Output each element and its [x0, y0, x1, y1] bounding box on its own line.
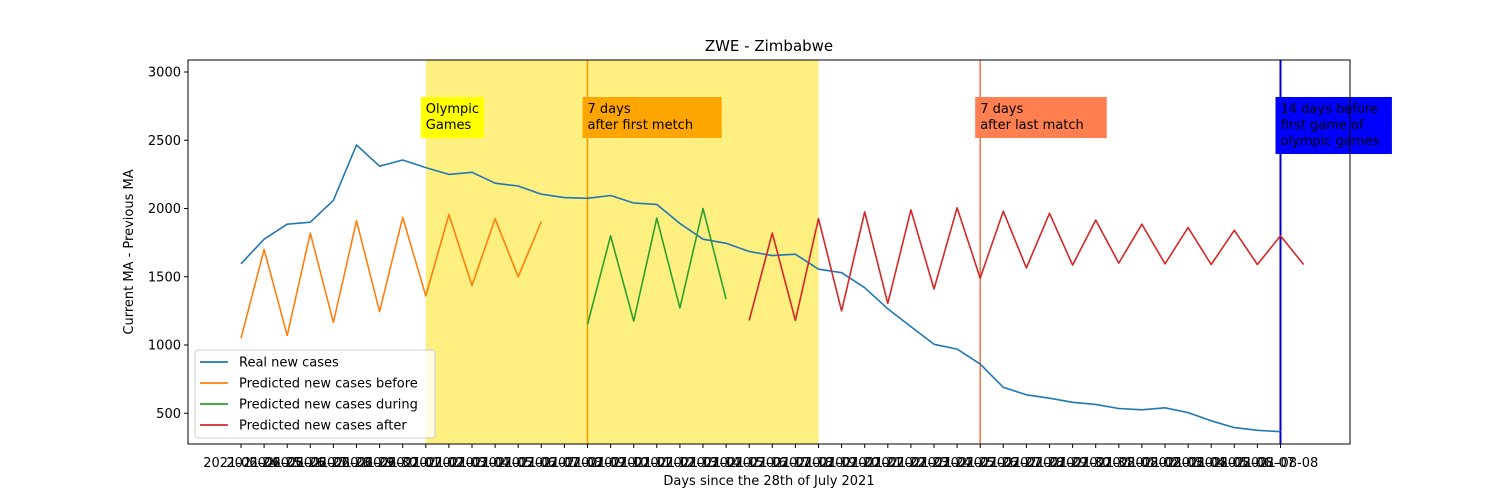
x-tick-label: 2021-07-23 — [873, 456, 949, 471]
x-tick-label: 2021-07-12 — [619, 456, 695, 471]
y-tick-label: 500 — [156, 407, 181, 422]
x-tick-label: 2021-07-04 — [434, 456, 510, 471]
chart-title: ZWE - Zimbabwe — [705, 37, 833, 55]
x-axis-label: Days since the 28th of July 2021 — [663, 474, 874, 489]
legend-frame — [194, 349, 436, 439]
x-tick-label: 2021-08-07 — [1220, 456, 1296, 471]
x-tick-label: 2021-07-05 — [457, 456, 533, 471]
olympic-games-label-box — [420, 97, 484, 138]
x-tick-label: 2021-07-18 — [758, 456, 834, 471]
legend-entry-2: Predicted new cases during — [239, 398, 418, 413]
plot-frame — [187, 59, 1351, 445]
x-tick-label: 2021-07-20 — [804, 456, 880, 471]
x-tick-label: 2021-06-24 — [203, 456, 279, 471]
x-tick-label: 2021-07-22 — [850, 456, 926, 471]
x-tick-label: 2021-07-25 — [919, 456, 995, 471]
vline-label-2-box — [1275, 97, 1392, 154]
x-tick-label: 2021-07-17 — [735, 456, 811, 471]
x-tick-label: 2021-07-03 — [411, 456, 487, 471]
x-tick-label: 2021-08-05 — [1173, 456, 1249, 471]
vline-label-0-box — [582, 97, 722, 138]
series-line-0 — [240, 144, 1281, 433]
x-tick-label: 2021-07-26 — [942, 456, 1018, 471]
x-tick-label: 2021-07-24 — [896, 456, 972, 471]
x-tick-label: 2021-07-30 — [1035, 456, 1111, 471]
x-tick-label: 2021-07-16 — [711, 456, 787, 471]
x-tick-label: 2021-07-09 — [550, 456, 626, 471]
x-tick-label: 2021-07-08 — [527, 456, 603, 471]
x-tick-label: 2021-07-14 — [665, 456, 741, 471]
legend: Real new cases Predicted new cases before… — [194, 349, 436, 439]
x-tick-label: 2021-06-30 — [342, 456, 418, 471]
y-tick-label: 2000 — [148, 202, 181, 217]
x-tick-label: 2021-07-07 — [504, 456, 580, 471]
vline-label-1-text: 7 days — [980, 102, 1023, 117]
x-tick-label: 2021-07-06 — [480, 456, 556, 471]
x-tick-label: 2021-07-11 — [596, 456, 672, 471]
legend-entry-3: Predicted new cases after — [239, 419, 407, 434]
x-tick-label: 2021-07-29 — [1012, 456, 1088, 471]
x-tick-label: 2021-07-10 — [573, 456, 649, 471]
y-tick-label: 3000 — [148, 66, 181, 81]
x-tick-label: 2021-08-04 — [1150, 456, 1226, 471]
legend-entry-1: Predicted new cases before — [239, 377, 418, 392]
series-line-1 — [240, 213, 543, 339]
x-tick-label: 2021-08-06 — [1197, 456, 1273, 471]
x-tick-label: 2021-06-25 — [226, 456, 302, 471]
x-tick-label: 2021-07-01 — [365, 456, 441, 471]
x-tick-label: 2021-07-02 — [388, 456, 464, 471]
vline-label-2-text: 14 days before — [1281, 102, 1378, 117]
x-tick-label: 2021-07-19 — [781, 456, 857, 471]
x-tick-label: 2021-06-27 — [273, 456, 349, 471]
vline-label-2-text: first game of — [1281, 118, 1365, 133]
x-axis: 2021-06-242021-06-252021-06-262021-06-27… — [203, 444, 1318, 471]
y-axis: 500 1000 1500 2000 2500 3000 — [148, 66, 188, 422]
legend-entry-0: Real new cases — [239, 356, 339, 371]
y-tick-label: 1000 — [148, 339, 181, 354]
x-tick-label: 2021-08-08 — [1243, 456, 1319, 471]
x-tick-label: 2021-08-03 — [1127, 456, 1203, 471]
y-tick-label: 1500 — [148, 270, 181, 285]
vline-label-1-box — [975, 97, 1107, 138]
x-tick-label: 2021-07-13 — [642, 456, 718, 471]
vline-label-1-text: after last match — [980, 118, 1084, 133]
x-tick-label: 2021-06-29 — [319, 456, 395, 471]
x-tick-label: 2021-07-28 — [989, 456, 1065, 471]
x-tick-label: 2021-06-26 — [249, 456, 325, 471]
y-axis-label: Current MA - Previous MA — [122, 169, 137, 334]
olympic-games-label-text: Games — [426, 118, 472, 133]
y-tick-label: 2500 — [148, 134, 181, 149]
x-tick-label: 2021-07-15 — [688, 456, 764, 471]
vline-label-0-text: after first metch — [588, 118, 694, 133]
x-tick-label: 2021-08-02 — [1104, 456, 1180, 471]
x-tick-label: 2021-06-28 — [296, 456, 372, 471]
x-tick-label: 2021-08-01 — [1081, 456, 1157, 471]
x-tick-label: 2021-07-27 — [966, 456, 1042, 471]
vline-label-2-text: olympic games — [1281, 134, 1380, 149]
x-tick-label: 2021-07-31 — [1058, 456, 1134, 471]
vline-label-0-text: 7 days — [588, 102, 631, 117]
olympic-games-label-text: Olympic — [426, 102, 479, 117]
x-tick-label: 2021-07-21 — [827, 456, 903, 471]
series-layer — [240, 144, 1305, 433]
